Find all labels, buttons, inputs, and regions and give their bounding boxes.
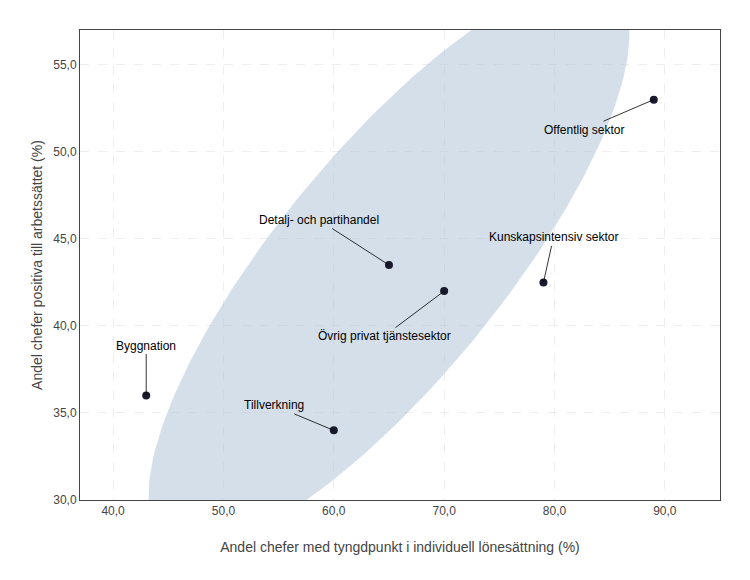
svg-text:35,0: 35,0 [53, 406, 77, 420]
svg-text:40,0: 40,0 [101, 504, 125, 518]
svg-text:60,0: 60,0 [322, 504, 346, 518]
svg-text:Byggnation: Byggnation [116, 339, 176, 353]
svg-text:50,0: 50,0 [53, 145, 77, 159]
svg-text:Andel chefer med tyngdpunkt i: Andel chefer med tyngdpunkt i individuel… [220, 539, 580, 555]
svg-text:80,0: 80,0 [543, 504, 567, 518]
svg-text:90,0: 90,0 [653, 504, 677, 518]
svg-text:Andel chefer positiva till arb: Andel chefer positiva till arbetssättet … [29, 140, 45, 390]
svg-text:45,0: 45,0 [53, 232, 77, 246]
svg-text:70,0: 70,0 [432, 504, 456, 518]
svg-text:Övrig privat tjänstesektor: Övrig privat tjänstesektor [318, 329, 451, 343]
svg-text:Tillverkning: Tillverkning [244, 398, 304, 412]
svg-text:50,0: 50,0 [212, 504, 236, 518]
svg-text:Detalj- och partihandel: Detalj- och partihandel [259, 213, 379, 227]
svg-text:40,0: 40,0 [53, 319, 77, 333]
svg-text:Offentlig sektor: Offentlig sektor [544, 123, 624, 137]
svg-text:30,0: 30,0 [53, 493, 77, 507]
svg-text:Kunskapsintensiv sektor: Kunskapsintensiv sektor [489, 230, 618, 244]
svg-text:55,0: 55,0 [53, 58, 77, 72]
